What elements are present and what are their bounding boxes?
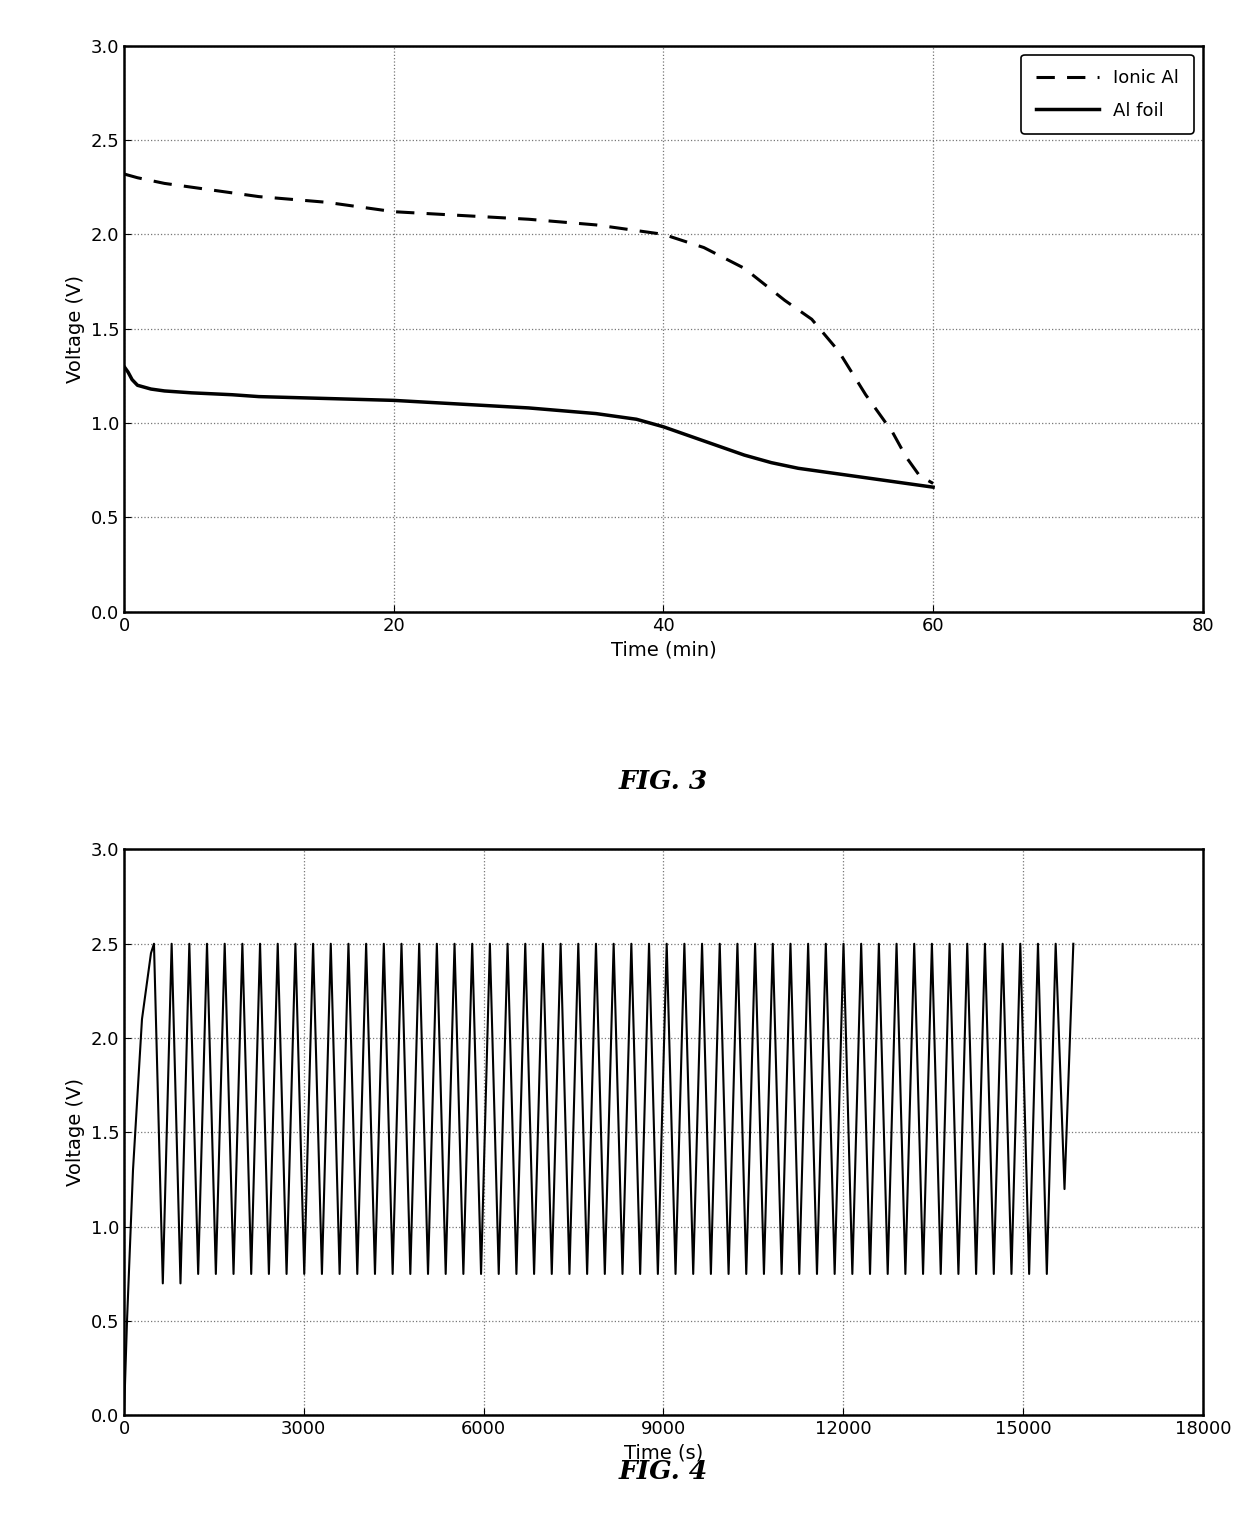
Text: FIG. 3: FIG. 3 bbox=[619, 769, 708, 793]
Al foil bbox=[844, 467, 859, 486]
Ionic Al bbox=[157, 174, 172, 192]
Al foil bbox=[818, 463, 833, 481]
X-axis label: Time (min): Time (min) bbox=[610, 641, 717, 659]
Legend: Ionic Al, Al foil: Ionic Al, Al foil bbox=[1022, 55, 1194, 134]
Al foil bbox=[120, 362, 135, 380]
Al foil bbox=[709, 437, 724, 455]
Ionic Al bbox=[858, 385, 873, 403]
Line: Ionic Al: Ionic Al bbox=[124, 174, 932, 484]
Ionic Al bbox=[925, 475, 940, 493]
Ionic Al bbox=[224, 184, 239, 202]
Ionic Al bbox=[697, 239, 712, 257]
Line: Al foil: Al foil bbox=[124, 367, 932, 487]
Ionic Al bbox=[184, 178, 198, 196]
Al foil bbox=[387, 391, 402, 409]
Ionic Al bbox=[777, 291, 792, 309]
Al foil bbox=[252, 388, 267, 406]
Al foil bbox=[737, 446, 751, 464]
Al foil bbox=[125, 370, 140, 388]
Y-axis label: Voltage (V): Voltage (V) bbox=[66, 274, 84, 382]
Ionic Al bbox=[899, 447, 914, 466]
Ionic Al bbox=[885, 423, 900, 441]
Al foil bbox=[589, 405, 604, 423]
Ionic Al bbox=[805, 310, 820, 329]
Ionic Al bbox=[117, 164, 131, 183]
Al foil bbox=[872, 470, 887, 489]
Al foil bbox=[656, 417, 671, 435]
Ionic Al bbox=[387, 202, 402, 221]
Y-axis label: Voltage (V): Voltage (V) bbox=[66, 1079, 84, 1187]
Al foil bbox=[319, 390, 334, 408]
Ionic Al bbox=[521, 210, 536, 228]
Al foil bbox=[683, 428, 698, 446]
Al foil bbox=[117, 358, 131, 376]
X-axis label: Time (s): Time (s) bbox=[624, 1444, 703, 1463]
Al foil bbox=[224, 385, 239, 403]
Ionic Al bbox=[319, 193, 334, 212]
Ionic Al bbox=[252, 187, 267, 205]
Al foil bbox=[629, 409, 644, 428]
Al foil bbox=[136, 377, 151, 396]
Ionic Al bbox=[737, 259, 751, 277]
Al foil bbox=[913, 476, 928, 495]
Al foil bbox=[157, 382, 172, 400]
Al foil bbox=[454, 396, 469, 414]
Ionic Al bbox=[130, 169, 145, 187]
Al foil bbox=[521, 399, 536, 417]
Ionic Al bbox=[454, 207, 469, 225]
Ionic Al bbox=[831, 342, 846, 361]
Al foil bbox=[130, 376, 145, 394]
Al foil bbox=[144, 380, 159, 399]
Ionic Al bbox=[656, 225, 671, 244]
Al foil bbox=[925, 478, 940, 496]
Text: FIG. 4: FIG. 4 bbox=[619, 1460, 708, 1484]
Al foil bbox=[764, 454, 779, 472]
Ionic Al bbox=[589, 216, 604, 234]
Al foil bbox=[791, 460, 806, 478]
Ionic Al bbox=[913, 467, 928, 486]
Al foil bbox=[184, 384, 198, 402]
Al foil bbox=[899, 475, 914, 493]
